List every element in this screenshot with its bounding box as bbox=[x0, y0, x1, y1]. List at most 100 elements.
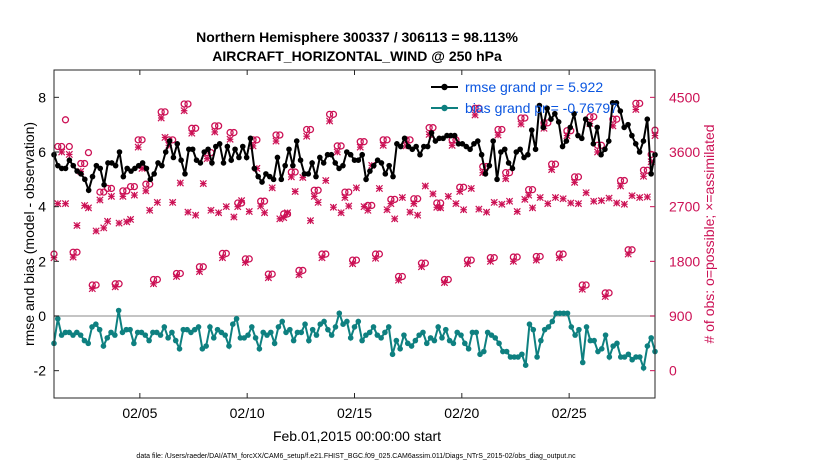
obs-possible-point bbox=[551, 160, 560, 168]
obs-possible-point bbox=[314, 186, 322, 194]
rmse-point bbox=[363, 176, 369, 183]
rmse-point bbox=[286, 146, 292, 153]
bias-point bbox=[321, 318, 327, 325]
rmse-point bbox=[490, 138, 496, 144]
obs-assimilated-point bbox=[195, 268, 204, 276]
obs-possible-point bbox=[73, 248, 81, 256]
legend-bias-marker bbox=[441, 104, 448, 112]
obs-assimilated-point bbox=[471, 111, 479, 119]
obs-possible-point bbox=[513, 253, 521, 261]
bias-point bbox=[568, 324, 575, 330]
bias-point bbox=[576, 326, 582, 333]
y2-tick-label: 900 bbox=[669, 308, 693, 324]
bias-point bbox=[100, 343, 107, 349]
bias-point bbox=[450, 340, 457, 347]
obs-possible-point bbox=[421, 259, 429, 267]
obs-assimilated-point bbox=[295, 271, 303, 279]
obs-assimilated-point bbox=[303, 132, 311, 140]
bias-point bbox=[572, 332, 578, 338]
obs-assimilated-point bbox=[169, 198, 177, 207]
obs-assimilated-point bbox=[280, 213, 288, 222]
obs-possible-point bbox=[299, 266, 307, 275]
obs-assimilated-point bbox=[494, 131, 502, 139]
obs-assimilated-point bbox=[314, 198, 322, 207]
rmse-point bbox=[105, 160, 111, 166]
bias-point bbox=[313, 332, 320, 338]
obs-assimilated-point bbox=[192, 211, 200, 219]
rmse-point bbox=[367, 168, 373, 174]
obs-possible-point bbox=[398, 272, 407, 281]
rmse-point bbox=[151, 171, 157, 177]
obs-possible-point bbox=[582, 281, 590, 289]
obs-assimilated-point bbox=[264, 274, 272, 282]
obs-assimilated-point bbox=[230, 213, 238, 221]
bias-point bbox=[458, 332, 464, 338]
bias-point bbox=[648, 335, 654, 341]
bias-point bbox=[328, 332, 335, 338]
obs-assimilated-point bbox=[119, 192, 127, 200]
obs-possible-point bbox=[134, 136, 142, 144]
bias-point bbox=[245, 332, 251, 338]
x-axis-label: Feb.01,2015 00:00:00 start bbox=[273, 428, 441, 444]
rmse-point bbox=[586, 121, 593, 128]
obs-assimilated-point bbox=[341, 193, 349, 202]
obs-assimilated-point bbox=[517, 120, 525, 128]
obs-assimilated-point bbox=[115, 219, 123, 227]
rmse-point bbox=[455, 141, 462, 147]
obs-assimilated-point bbox=[528, 204, 537, 212]
obs-assimilated-point bbox=[73, 221, 81, 230]
bias-point bbox=[275, 324, 282, 330]
bias-point bbox=[268, 329, 274, 336]
rmse-point bbox=[648, 171, 654, 177]
obs-assimilated-point bbox=[513, 207, 521, 216]
obs-assimilated-point bbox=[379, 141, 387, 149]
rmse-point bbox=[85, 187, 92, 194]
obs-possible-point bbox=[77, 159, 85, 168]
obs-assimilated-point bbox=[463, 260, 472, 268]
rmse-point bbox=[255, 173, 261, 180]
y-tick-label: 8 bbox=[38, 89, 46, 105]
obs-possible-point bbox=[471, 104, 479, 112]
obs-possible-point bbox=[574, 173, 583, 181]
rmse-point bbox=[424, 143, 431, 150]
rmse-point bbox=[282, 162, 288, 169]
bias-point bbox=[104, 335, 111, 341]
obs-assimilated-point bbox=[234, 203, 242, 211]
obs-assimilated-point bbox=[437, 204, 445, 212]
obs-assimilated-point bbox=[134, 143, 142, 151]
rmse-point bbox=[324, 151, 331, 158]
bias-point bbox=[207, 324, 213, 330]
obs-assimilated-point bbox=[356, 143, 364, 151]
bias-point bbox=[298, 329, 305, 336]
bias-point bbox=[142, 332, 149, 338]
obs-assimilated-point bbox=[84, 204, 93, 212]
obs-assimilated-point bbox=[536, 193, 544, 202]
bias-point bbox=[598, 346, 605, 352]
rmse-point bbox=[290, 162, 296, 169]
obs-assimilated-point bbox=[597, 196, 606, 205]
bias-point bbox=[530, 326, 537, 333]
obs-assimilated-point bbox=[188, 129, 196, 137]
rmse-point bbox=[582, 116, 589, 122]
bias-point bbox=[366, 329, 373, 336]
rmse-point bbox=[605, 138, 612, 144]
obs-assimilated-point bbox=[111, 283, 119, 291]
obs-assimilated-point bbox=[375, 184, 384, 193]
obs-possible-point bbox=[276, 131, 284, 139]
legend-rmse-label: rmse grand pr = 5.922 bbox=[465, 79, 603, 95]
bias-point bbox=[545, 324, 552, 330]
bias-point bbox=[169, 329, 175, 336]
obs-assimilated-point bbox=[172, 272, 181, 281]
bias-point bbox=[359, 337, 365, 344]
bias-point bbox=[306, 337, 312, 344]
y-axis-left: -2 0 2 4 6 8 bbox=[34, 89, 59, 379]
rmse-point bbox=[355, 157, 362, 163]
obs-possible-point bbox=[444, 275, 452, 284]
bias-point bbox=[248, 324, 255, 330]
rmse-point bbox=[328, 151, 335, 158]
obs-assimilated-point bbox=[268, 184, 276, 192]
rmse-point bbox=[274, 154, 281, 161]
bias-point bbox=[481, 348, 487, 355]
obs-possible-point bbox=[65, 142, 73, 151]
bias-point bbox=[435, 324, 441, 330]
